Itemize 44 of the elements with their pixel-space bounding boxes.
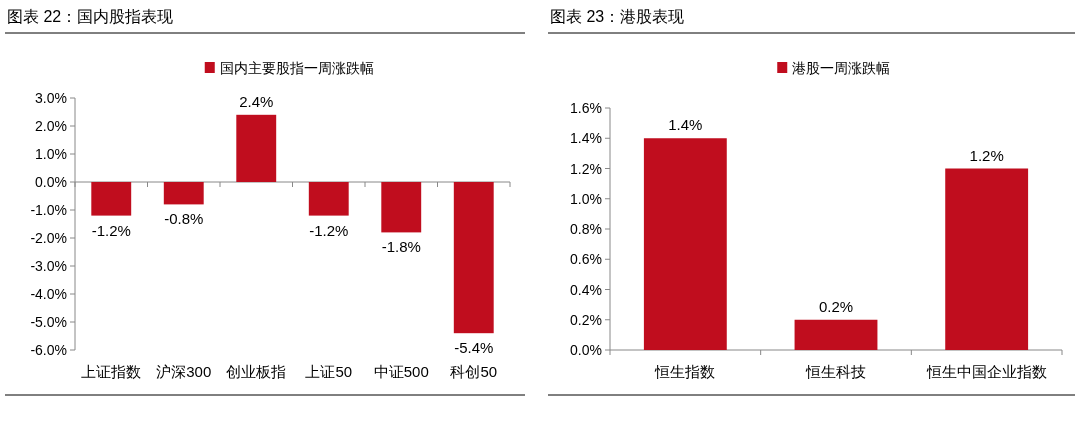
x-tick-label: 恒生科技	[805, 363, 866, 380]
y-tick-label: 0.8%	[570, 221, 602, 237]
bar	[945, 168, 1029, 350]
x-tick-label: 上证50	[305, 363, 353, 380]
y-tick-label: -1.0%	[30, 202, 67, 218]
y-tick-label: 3.0%	[35, 90, 67, 106]
text: -1.2%	[91, 221, 131, 239]
y-tick-label: 0.6%	[570, 251, 602, 268]
y-tick-label: 1.0%	[570, 190, 602, 207]
y-tick-label: 1.0%	[35, 146, 67, 162]
text: -5.4%	[454, 339, 494, 357]
chart-title: 图表 22：国内股指表现	[7, 8, 174, 25]
y-tick-label: -2.0%	[30, 230, 67, 246]
x-tick-label: 沪深300	[156, 363, 212, 380]
y-tick-label: 1.6%	[570, 100, 602, 116]
x-tick-label: 科创50	[450, 363, 498, 380]
y-tick-label: -6.0%	[30, 342, 67, 358]
y-tick-label: -4.0%	[30, 286, 67, 302]
y-tick-label: -3.0%	[30, 258, 67, 274]
y-tick-label: 2.0%	[35, 118, 67, 134]
y-tick-label: 0.0%	[35, 174, 67, 190]
y-tick-label: 1.4%	[570, 130, 602, 147]
legend-label: 国内主要股指一周涨跌幅	[219, 60, 374, 76]
y-tick-label: 1.2%	[570, 160, 602, 177]
text: 1.4%	[668, 116, 703, 134]
text: 0.2%	[818, 297, 854, 315]
text: 1.2%	[969, 146, 1004, 164]
text: 2.4%	[239, 92, 274, 110]
y-tick-label: -5.0%	[30, 314, 67, 330]
bar	[794, 319, 878, 350]
chart-title: 图表 23：港股表现	[550, 8, 685, 25]
x-tick-label: 创业板指	[226, 363, 287, 380]
bar	[643, 138, 727, 350]
x-tick-label: 恒生中国企业指数	[925, 363, 1047, 380]
legend-label: 港股一周涨跌幅	[792, 60, 891, 76]
text: -1.8%	[381, 238, 421, 256]
text: -1.2%	[309, 221, 349, 239]
y-tick-label: 0.2%	[570, 311, 602, 328]
x-tick-label: 中证500	[373, 363, 429, 380]
y-tick-label: 0.4%	[570, 281, 602, 298]
x-tick-label: 上证指数	[81, 363, 142, 380]
text: -0.8%	[164, 210, 204, 228]
y-tick-label: 0.0%	[570, 342, 602, 358]
x-tick-label: 恒生指数	[654, 363, 716, 380]
